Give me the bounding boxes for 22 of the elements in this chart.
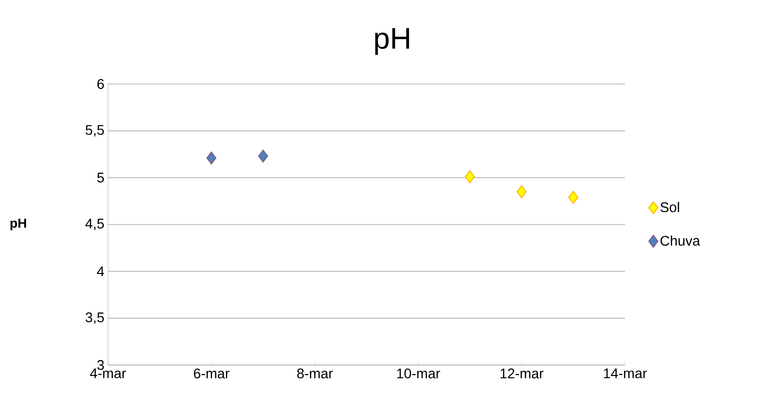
chart-title: pH [375,28,410,55]
x-tick-label: 10-mar [397,368,440,378]
y-tick-label: 3,5 [86,312,104,324]
legend-label: Chuva [660,235,700,246]
point [464,170,475,184]
point [206,152,216,164]
point [516,185,527,198]
y-tick-label: 5,5 [86,125,104,137]
y-tick-label: 6 [97,79,104,89]
x-tick-label: 6-mar [194,368,230,378]
y-tick-label: 3 [97,360,104,370]
legend-label: Sol [660,202,680,212]
x-tick-label: 4-mar [90,368,126,378]
y-axis-title: pH [10,218,26,230]
y-tick-label: 5 [97,172,104,183]
x-tick-label: 14-mar [604,368,647,378]
x-tick-label: 12-mar [500,368,544,378]
x-tick-label: 8-mar [297,368,333,378]
point [568,190,578,204]
point [258,150,268,163]
y-tick-label: 4,5 [85,218,104,230]
y-tick-label: 4 [97,266,104,276]
